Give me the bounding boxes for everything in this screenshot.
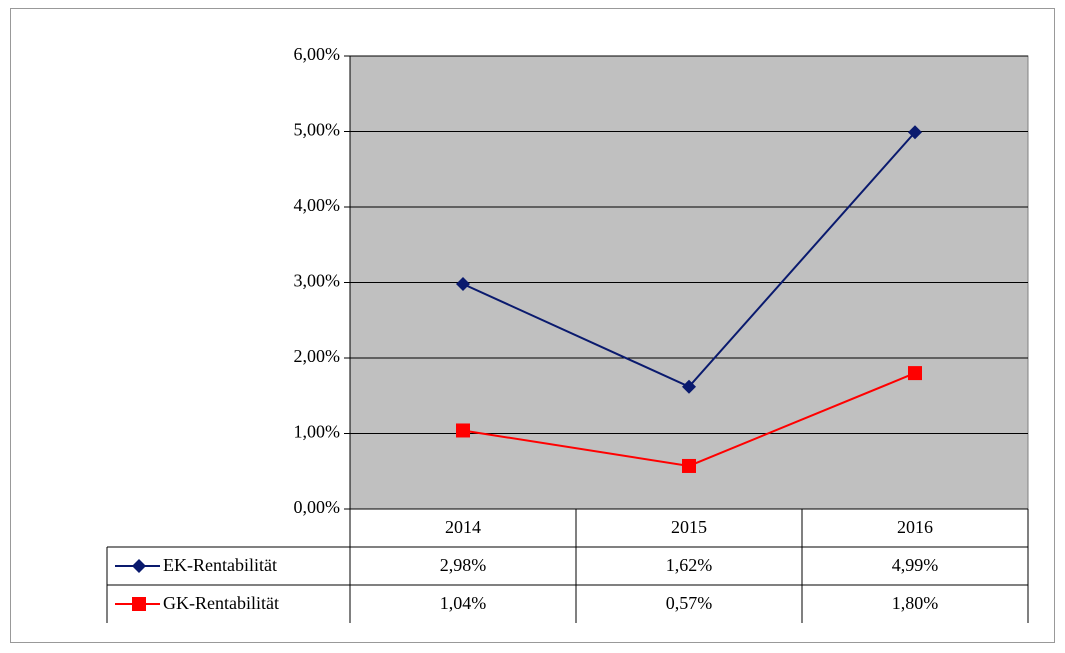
y-tick-label: 2,00% [294, 346, 341, 366]
data-point [908, 366, 922, 381]
data-point [456, 423, 470, 438]
y-tick-label: 5,00% [294, 120, 341, 140]
legend-key-marker [132, 559, 146, 573]
legend-key-marker [132, 597, 146, 611]
legend-label: EK-Rentabilität [163, 555, 277, 575]
y-tick-label: 4,00% [294, 195, 341, 215]
data-point [456, 277, 470, 292]
table-value: 1,80% [892, 593, 939, 613]
table-value: 0,57% [666, 593, 713, 613]
x-tick-label: 2015 [671, 517, 707, 537]
table-value: 1,62% [666, 555, 713, 575]
y-tick-label: 6,00% [294, 44, 341, 64]
data-point [682, 458, 696, 473]
x-tick-label: 2014 [445, 517, 481, 537]
data-point [908, 125, 922, 140]
y-tick-label: 1,00% [294, 422, 341, 442]
y-tick-label: 3,00% [294, 271, 341, 291]
x-tick-label: 2016 [897, 517, 933, 537]
table-value: 4,99% [892, 555, 939, 575]
table-value: 2,98% [440, 555, 487, 575]
y-tick-label: 0,00% [294, 497, 341, 517]
table-value: 1,04% [440, 593, 487, 613]
data-point [682, 379, 696, 394]
legend-label: GK-Rentabilität [163, 593, 279, 613]
